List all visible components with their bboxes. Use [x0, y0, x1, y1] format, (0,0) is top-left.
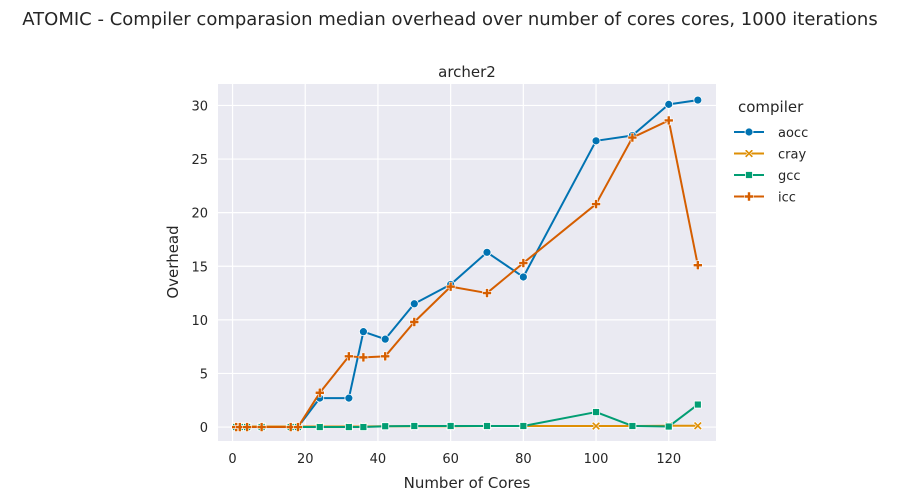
data-point-cray [591, 421, 601, 431]
data-point-gcc [592, 408, 600, 416]
data-point-icc [235, 422, 245, 432]
data-point-aocc [409, 299, 419, 309]
legend-marker-icc [744, 191, 754, 202]
legend-entry-gcc: gcc [734, 169, 801, 184]
data-point-icc [627, 132, 638, 143]
data-point-gcc [628, 422, 637, 430]
data-point-gcc [410, 422, 419, 430]
y-tick-label: 30 [191, 99, 208, 114]
data-point-icc [314, 387, 325, 398]
legend-entry-icc: icc [734, 191, 796, 206]
data-point-aocc [359, 327, 368, 337]
data-point-icc [242, 422, 252, 432]
data-point-icc [518, 258, 529, 268]
x-tick-label: 60 [442, 452, 459, 467]
legend-label-cray: cray [778, 148, 806, 163]
y-tick-label: 5 [200, 367, 208, 382]
legend-label-icc: icc [778, 191, 796, 206]
y-axis-label: Overhead [164, 225, 182, 298]
x-tick-label: 20 [297, 452, 314, 467]
data-point-icc [591, 199, 601, 209]
plot-title: archer2 [438, 63, 496, 81]
data-point-icc [482, 288, 492, 298]
data-point-icc [256, 422, 267, 432]
data-point-icc [293, 422, 303, 432]
data-point-aocc [664, 99, 674, 109]
data-point-aocc [482, 247, 492, 257]
y-tick-label: 15 [191, 260, 208, 275]
x-axis-label: Number of Cores [404, 474, 531, 492]
series-icc [231, 115, 703, 432]
legend-title: compiler [738, 98, 804, 116]
data-point-icc [409, 317, 420, 327]
data-point-gcc [359, 423, 368, 431]
plot-background [218, 84, 716, 441]
data-point-cray [693, 421, 703, 431]
data-point-gcc [315, 423, 324, 431]
x-tick-label: 80 [515, 452, 532, 467]
y-tick-label: 20 [191, 207, 208, 222]
data-point-gcc [344, 423, 353, 431]
data-point-icc [663, 115, 674, 126]
data-point-aocc [693, 95, 703, 105]
x-tick-label: 100 [584, 452, 609, 467]
legend-entry-aocc: aocc [734, 126, 808, 141]
data-point-icc [358, 352, 369, 363]
data-point-icc [445, 281, 456, 292]
y-tick-label: 0 [200, 421, 208, 436]
y-tick-label: 10 [191, 314, 208, 329]
data-point-aocc [518, 272, 528, 282]
legend: compiler aocc cray gcc icc [734, 98, 808, 206]
data-point-aocc [380, 334, 390, 344]
legend-label-aocc: aocc [778, 126, 808, 141]
legend-marker-gcc [745, 171, 753, 179]
data-point-gcc [693, 400, 702, 409]
legend-marker-aocc [744, 127, 754, 137]
legend-entries: aocc cray gcc icc [734, 126, 808, 206]
data-point-aocc [344, 393, 354, 403]
data-point-icc [693, 260, 703, 270]
series-layer [231, 95, 703, 432]
data-point-gcc [381, 422, 390, 431]
x-tick-label: 120 [656, 452, 681, 467]
data-point-gcc [446, 422, 455, 430]
data-point-icc [380, 351, 391, 362]
legend-label-gcc: gcc [778, 169, 801, 184]
x-tick-label: 0 [228, 452, 236, 467]
figure-suptitle: ATOMIC - Compiler comparasion median ove… [22, 9, 877, 30]
data-point-gcc [664, 422, 673, 431]
data-point-icc [285, 422, 296, 432]
y-tick-label: 25 [191, 153, 208, 168]
tick-labels: 0 20 40 60 80 100 120 0 5 10 15 20 25 30 [191, 99, 681, 467]
data-point-aocc [591, 136, 601, 146]
data-point-icc [344, 351, 354, 362]
legend-entry-cray: cray [734, 148, 806, 163]
x-tick-label: 40 [370, 452, 387, 467]
data-point-gcc [519, 422, 528, 430]
data-point-gcc [483, 422, 491, 430]
legend-marker-cray [744, 148, 754, 159]
